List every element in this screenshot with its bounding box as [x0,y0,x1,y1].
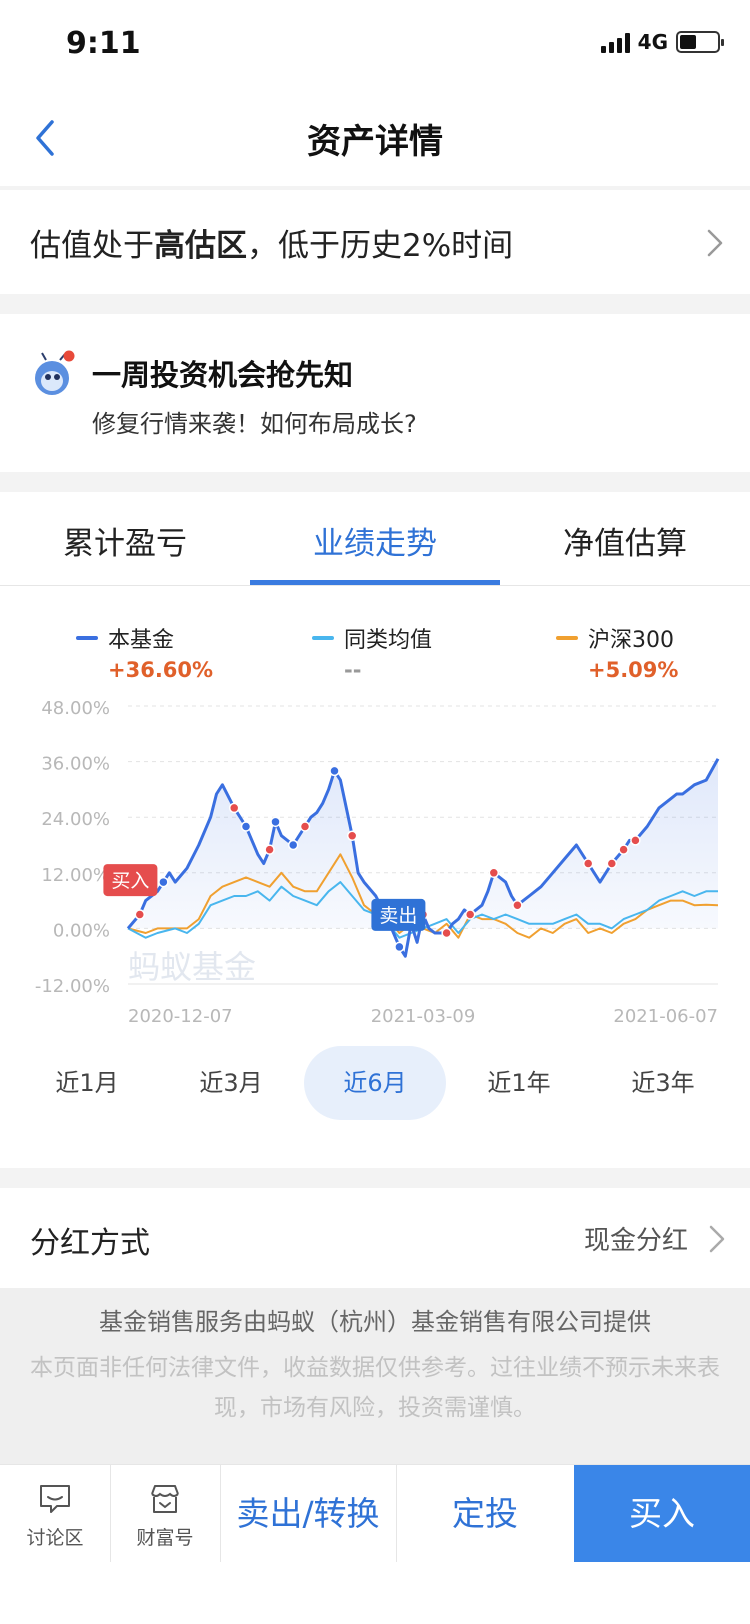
battery-level [680,35,697,49]
sell-convert-button[interactable]: 卖出/转换 [236,1494,380,1533]
disclaimer-text: 本页面非任何法律文件，收益数据仅供参考。过往业绩不预示未来表现，市场有风险，投资… [30,1355,720,1421]
status-bar: 9:11 4G [0,0,750,90]
sell-marker [158,876,169,888]
period-1m[interactable]: 近1月 [55,1069,119,1097]
buy-marker [512,899,523,911]
status-icons: 4G [600,30,724,54]
storefront-icon [151,1485,179,1513]
home-indicator-area [0,1562,750,1624]
sell-marker [270,816,281,828]
buy-marker [606,858,618,869]
back-arrow-icon[interactable] [28,116,68,160]
buy-flag [103,864,158,897]
status-time: 9:11 [66,26,141,61]
buy-flag-label: 买入 [111,870,149,892]
network-type: 4G [637,30,668,54]
y-tick-label: 24.00% [41,809,110,830]
sell-marker [240,821,252,832]
mascot-icon [35,350,75,395]
period-3m[interactable]: 近3月 [199,1069,263,1097]
y-tick-label: 36.00% [41,754,110,775]
valuation-row[interactable]: 估值处于高估区，低于历史2%时间 [0,190,750,294]
y-tick-label: 12.00% [41,865,110,886]
series-line-csi300 [127,853,719,939]
chevron-right-icon [707,229,723,257]
page-title: 资产详情 [307,122,443,162]
buy-marker [299,821,311,832]
buy-button[interactable]: 买入 [574,1465,750,1563]
wealth-account-button[interactable]: 财富号 [110,1465,220,1563]
legend-csi300-name: 沪深300 [588,628,674,653]
promo-title: 一周投资机会抢先知 [92,358,354,392]
tab-bar: 累计盈亏 业绩走势 净值估算 [0,492,750,586]
period-6m[interactable]: 近6月 [304,1046,446,1120]
discussion-label: 讨论区 [26,1527,84,1549]
chat-bubble-icon [40,1485,70,1513]
divider [220,1465,221,1563]
divider [110,1465,111,1563]
x-tick-label: 2020-12-07 [128,1006,233,1027]
divider [396,1465,397,1563]
legend-csi300-value: +5.09% [588,658,679,682]
sell-marker [394,941,405,953]
x-tick-label: 2021-03-09 [371,1006,476,1027]
period-3y[interactable]: 近3年 [631,1069,695,1097]
promo-card[interactable]: 一周投资机会抢先知 修复行情来袭！如何布局成长? [0,314,750,472]
battery-icon [676,31,724,53]
buy-marker [228,802,240,814]
performance-chart[interactable]: 48.00% 36.00% 24.00% 12.00% 0.00% -12.00% 2020… [0,684,750,1034]
buy-marker [346,830,358,841]
buy-marker [441,927,452,939]
bottom-action-bar: 讨论区 财富号 卖出/转换 定投 买入 [0,1464,750,1563]
y-tick-label: 0.00% [53,920,110,941]
y-tick-label: 48.00% [41,698,110,719]
tab-cumulative-pnl[interactable]: 累计盈亏 [63,526,187,562]
buy-marker [134,909,146,920]
promo-subtitle: 修复行情来袭！如何布局成长? [92,410,417,438]
legend-fund-name: 本基金 [108,628,175,653]
legend-peer-value: -- [344,658,362,682]
sell-flag-label: 卖出 [379,905,417,927]
buy-marker [630,835,641,846]
buy-marker [618,844,629,855]
performance-section: 累计盈亏 业绩走势 净值估算 本基金 +36.60% 同类均值 -- 沪深300… [0,492,750,1168]
tab-performance-trend[interactable]: 业绩走势 [313,526,437,562]
sell-marker [287,839,299,851]
legend-fund-swatch [76,636,98,640]
legend-peer-name: 同类均值 [344,628,433,653]
sell-marker [329,765,340,777]
valuation-prefix: 估值处于 [30,228,154,264]
x-tick-label: 2021-06-07 [613,1006,718,1027]
period-selector: 近1月 近3月 近6月 近1年 近3年 [0,1046,750,1122]
valuation-text: 估值处于高估区，低于历史2%时间 [30,220,513,265]
buy-marker [488,867,500,879]
sell-flag [371,898,426,931]
nav-bar: 资产详情 [0,90,750,186]
buy-marker [582,858,594,869]
wealth-account-label: 财富号 [136,1527,194,1549]
dividend-value: 现金分红 [583,1226,688,1256]
valuation-highlight: 高估区 [154,228,247,264]
buy-marker [264,844,275,855]
chevron-right-icon [709,1225,725,1253]
dividend-label: 分红方式 [30,1226,150,1261]
disclosure-section: 基金销售服务由蚂蚁（杭州）基金销售有限公司提供 本页面非任何法律文件，收益数据仅… [0,1288,750,1464]
watermark-text: 蚂蚁基金 [128,948,256,986]
tab-nav-estimate[interactable]: 净值估算 [563,526,687,562]
period-1y[interactable]: 近1年 [487,1069,551,1097]
legend-csi300-swatch [556,636,578,640]
legend-peer-swatch [312,636,334,640]
signal-icon [600,31,630,53]
fund-area-fill [128,758,718,957]
buy-marker [464,909,476,920]
auto-invest-button[interactable]: 定投 [452,1494,518,1533]
legend-fund-value: +36.60% [108,658,214,682]
dividend-row[interactable]: 分红方式 现金分红 [0,1188,750,1288]
y-tick-label: -12.00% [35,976,110,997]
active-tab-indicator [250,580,500,585]
discussion-button[interactable]: 讨论区 [0,1465,110,1563]
provider-text: 基金销售服务由蚂蚁（杭州）基金销售有限公司提供 [99,1308,651,1336]
valuation-suffix: ，低于历史2%时间 [247,228,514,264]
